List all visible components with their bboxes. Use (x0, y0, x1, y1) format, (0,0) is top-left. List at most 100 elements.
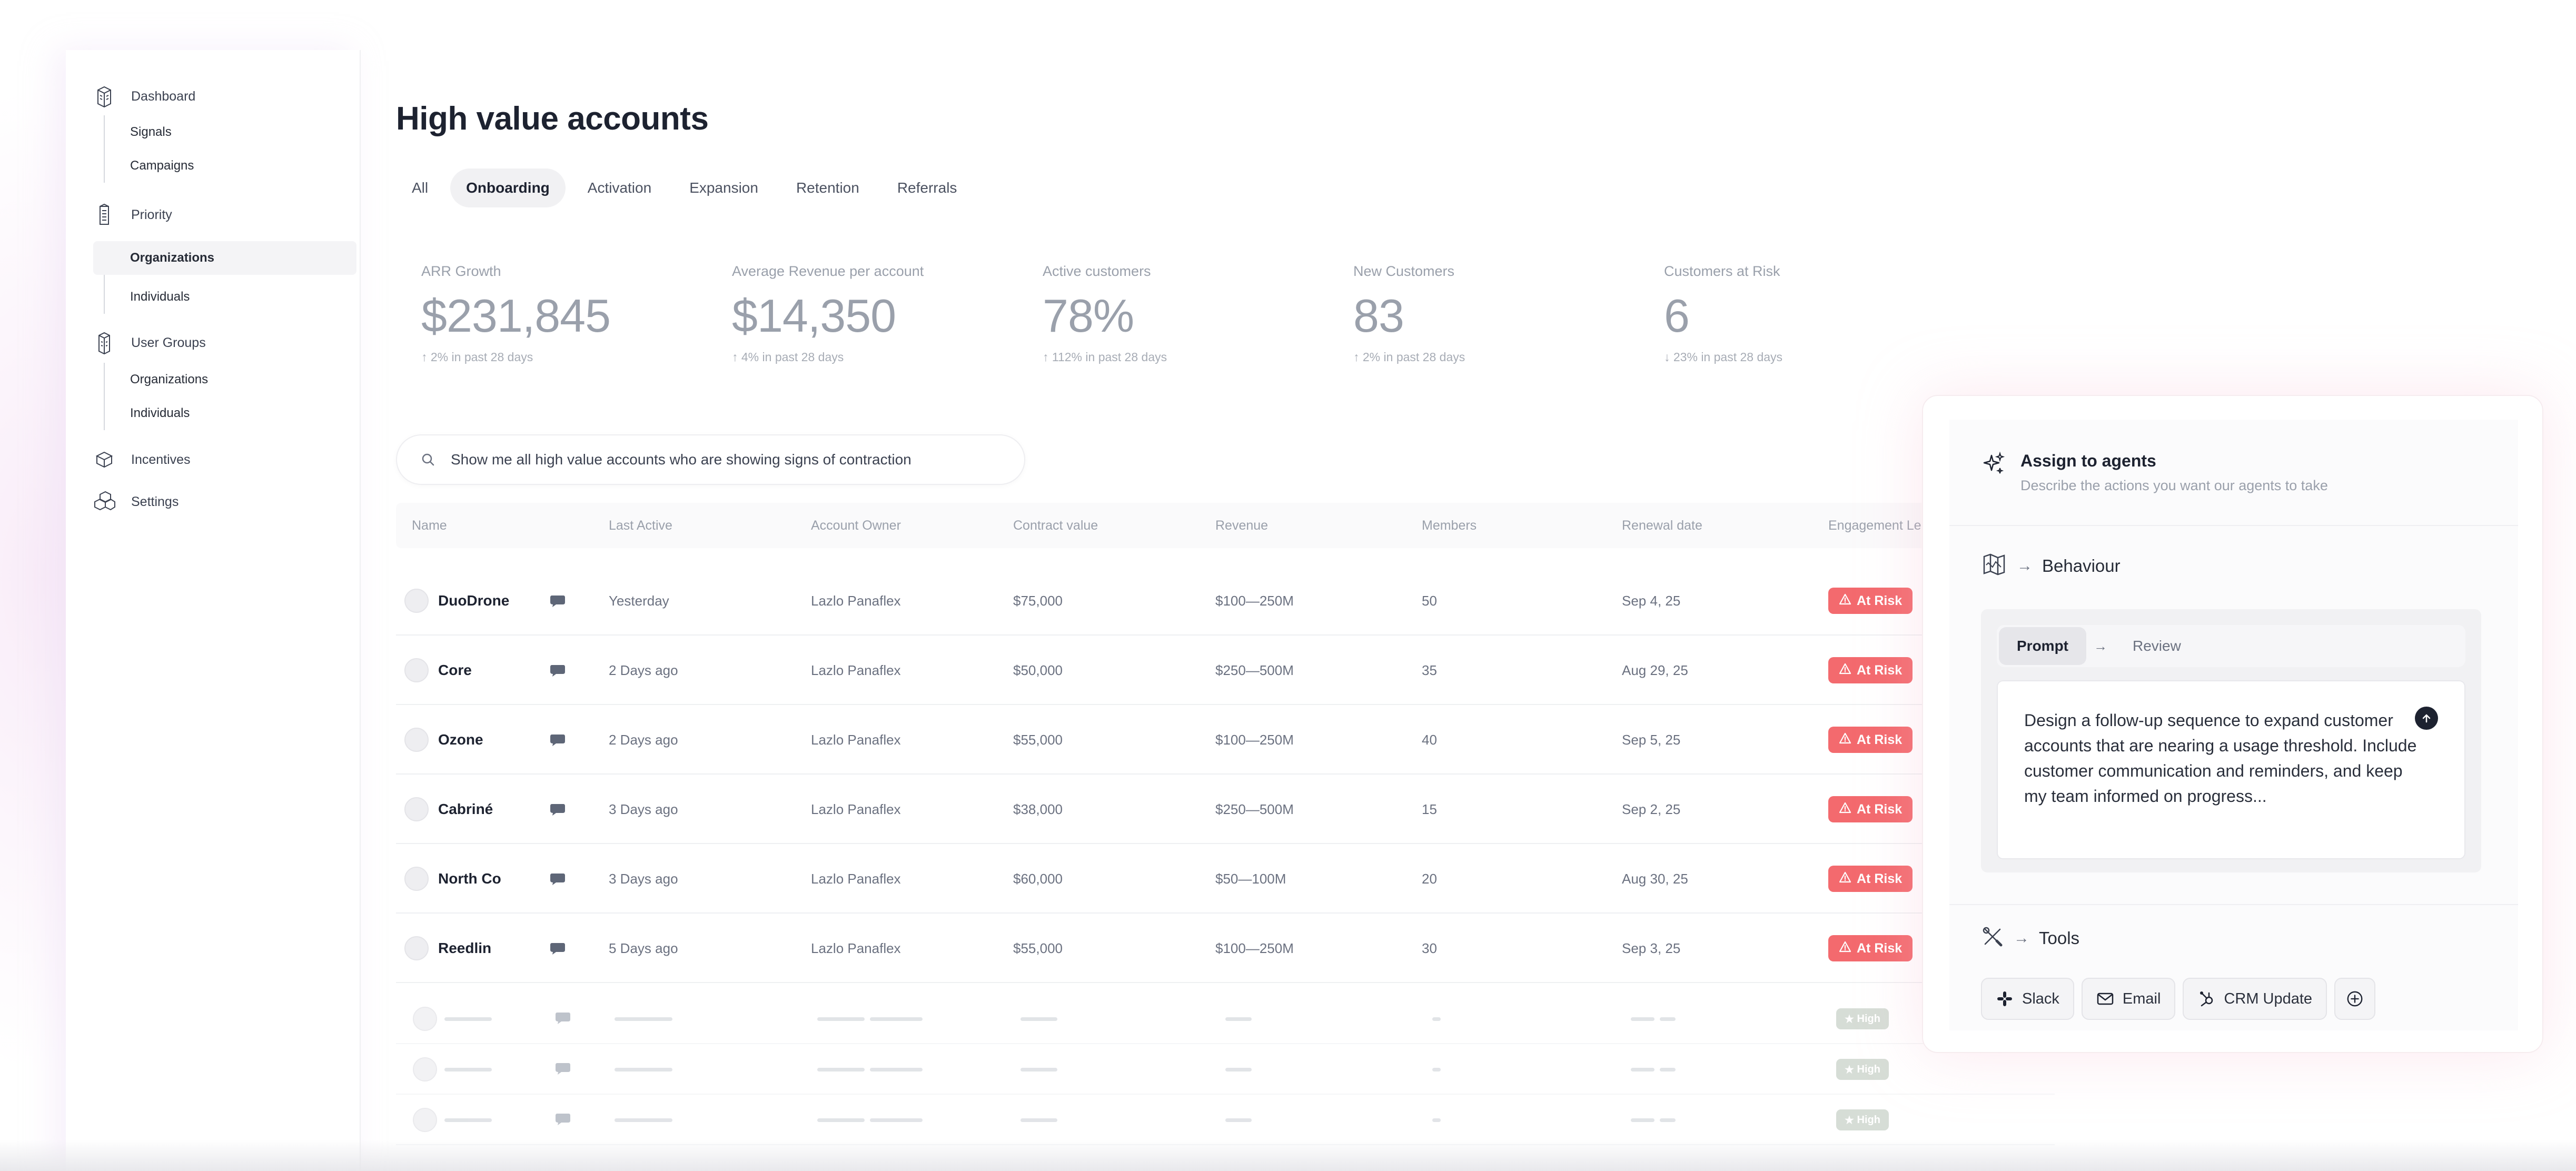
avatar (404, 658, 429, 682)
table-row[interactable]: Core 2 Days ago Lazlo Panaflex $50,000 $250—… (396, 636, 2055, 705)
avatar (413, 1108, 437, 1132)
account-name-cell[interactable]: Core (404, 636, 472, 705)
tool-slack-button[interactable]: Slack (1981, 978, 2074, 1020)
account-name-cell[interactable]: Reedlin (404, 914, 491, 983)
arrow-right-icon: → (2094, 638, 2107, 654)
account-name-cell[interactable]: Cabriné (404, 775, 493, 844)
column-header-contract-value[interactable]: Contract value (1013, 518, 1098, 533)
search-input[interactable]: Show me all high value accounts who are … (451, 451, 911, 468)
stat-delta: ↓ 23% in past 28 days (1664, 350, 1783, 364)
revenue-cell: $100—250M (1215, 940, 1294, 956)
nav-subitem-campaigns[interactable]: Campaigns (130, 158, 194, 173)
add-tool-button[interactable] (2334, 978, 2376, 1020)
stat-value: $231,845 (421, 290, 611, 342)
placeholder-bar (817, 1118, 865, 1122)
tab-retention[interactable]: Retention (796, 180, 859, 196)
chat-icon[interactable] (549, 844, 567, 914)
nav-subitem-individuals[interactable]: Individuals (130, 290, 190, 304)
status-badge-label: At Risk (1857, 940, 1903, 956)
nav-label: Incentives (131, 452, 191, 467)
nav-item-user-groups[interactable]: User Groups (92, 328, 350, 358)
table-row[interactable]: Ozone 2 Days ago Lazlo Panaflex $55,000 $100… (396, 705, 2055, 775)
placeholder-bar (1225, 1068, 1252, 1071)
avatar (404, 589, 429, 613)
column-header-revenue[interactable]: Revenue (1215, 518, 1269, 533)
chat-icon (554, 1061, 572, 1078)
arrow-right-icon: → (2017, 557, 2033, 574)
prompt-input[interactable]: Design a follow-up sequence to expand cu… (1997, 680, 2465, 859)
email-icon (2096, 990, 2114, 1008)
engagement-cell: At Risk (1828, 566, 1913, 636)
nav-subitem-organizations[interactable]: Organizations (93, 241, 356, 275)
column-header-last-active[interactable]: Last Active (609, 518, 672, 533)
user-groups-icon (92, 331, 116, 355)
account-name: Core (438, 662, 472, 678)
warning-icon (1839, 802, 1851, 817)
table-row[interactable]: Reedlin 5 Days ago Lazlo Panaflex $55,000 $1… (396, 914, 2055, 983)
warning-icon (1839, 941, 1851, 956)
chat-icon (554, 1010, 572, 1028)
nav-item-incentives[interactable]: Incentives (92, 445, 350, 474)
engagement-cell: At Risk (1828, 775, 1913, 844)
stats-row: ARR Growth $231,845 ↑ 2% in past 28 days… (421, 263, 2001, 379)
chat-icon[interactable] (549, 566, 567, 636)
account-name-cell[interactable]: Ozone (404, 705, 483, 775)
tool-crm-update-button[interactable]: CRM Update (2183, 978, 2327, 1020)
dashboard-icon (92, 84, 116, 108)
column-header-name[interactable]: Name (412, 518, 447, 533)
stat-delta: ↑ 2% in past 28 days (1353, 350, 1465, 364)
status-badge: ★ High (1836, 1059, 1889, 1080)
stat-label: Average Revenue per account (732, 263, 924, 279)
nav-item-settings[interactable]: Settings (92, 487, 350, 517)
members-cell: 50 (1422, 592, 1437, 609)
priority-icon (92, 203, 116, 227)
table-row[interactable]: North Co 3 Days ago Lazlo Panaflex $60,000 $… (396, 844, 2055, 914)
column-header-engagement[interactable]: Engagement Le (1828, 518, 1921, 533)
step-review[interactable]: Review (2133, 638, 2181, 654)
account-name-cell[interactable]: DuoDrone (404, 566, 509, 636)
status-badge-label: At Risk (1857, 871, 1903, 886)
last-active-cell: 3 Days ago (609, 801, 678, 817)
arrow-right-icon: → (2014, 929, 2029, 947)
sparkle-icon (1981, 451, 2006, 477)
tab-activation[interactable]: Activation (587, 180, 652, 196)
placeholder-bar (1660, 1118, 1676, 1122)
column-header-account-owner[interactable]: Account Owner (811, 518, 901, 533)
chat-icon[interactable] (549, 914, 567, 983)
nav-subitem-signals[interactable]: Signals (130, 125, 172, 139)
status-badge: ★ High (1836, 1008, 1889, 1029)
nav-sublist: Signals Campaigns (104, 115, 350, 183)
stat-value: 78% (1043, 290, 1134, 342)
prompt-text[interactable]: Design a follow-up sequence to expand cu… (2024, 711, 2417, 806)
tab-all[interactable]: All (412, 180, 429, 196)
nav-subitem-organizations[interactable]: Organizations (130, 372, 209, 386)
placeholder-bar (1432, 1118, 1441, 1122)
table-row[interactable]: Cabriné 3 Days ago Lazlo Panaflex $38,000 $2… (396, 775, 2055, 844)
placeholder-bar (1021, 1118, 1057, 1122)
tab-referrals[interactable]: Referrals (897, 180, 957, 196)
search-bar[interactable]: Show me all high value accounts who are … (396, 434, 1025, 485)
nav-section-settings: Settings (92, 487, 350, 517)
avatar (413, 1057, 437, 1081)
tab-expansion[interactable]: Expansion (689, 180, 758, 196)
nav-subitem-individuals[interactable]: Individuals (130, 406, 190, 420)
send-button[interactable] (2415, 707, 2438, 730)
nav-item-dashboard[interactable]: Dashboard (92, 82, 350, 111)
step-bar: Prompt → Review (1997, 625, 2465, 667)
table-row[interactable]: DuoDrone Yesterday Lazlo Panaflex $75,000 $1… (396, 566, 2055, 636)
chat-icon[interactable] (549, 705, 567, 775)
nav-item-priority[interactable]: Priority (92, 200, 350, 230)
column-header-members[interactable]: Members (1422, 518, 1477, 533)
last-active-cell: 2 Days ago (609, 731, 678, 748)
account-owner-cell: Lazlo Panaflex (811, 801, 901, 817)
status-badge-label: At Risk (1857, 593, 1903, 608)
chat-icon[interactable] (549, 636, 567, 705)
account-name-cell[interactable]: North Co (404, 844, 501, 914)
step-prompt[interactable]: Prompt (1999, 627, 2086, 665)
chat-icon[interactable] (549, 775, 567, 844)
tab-onboarding[interactable]: Onboarding (450, 168, 566, 207)
tool-email-button[interactable]: Email (2081, 978, 2176, 1020)
placeholder-bar (1225, 1118, 1252, 1122)
placeholder-bar (1660, 1068, 1676, 1071)
column-header-renewal-date[interactable]: Renewal date (1622, 518, 1702, 533)
